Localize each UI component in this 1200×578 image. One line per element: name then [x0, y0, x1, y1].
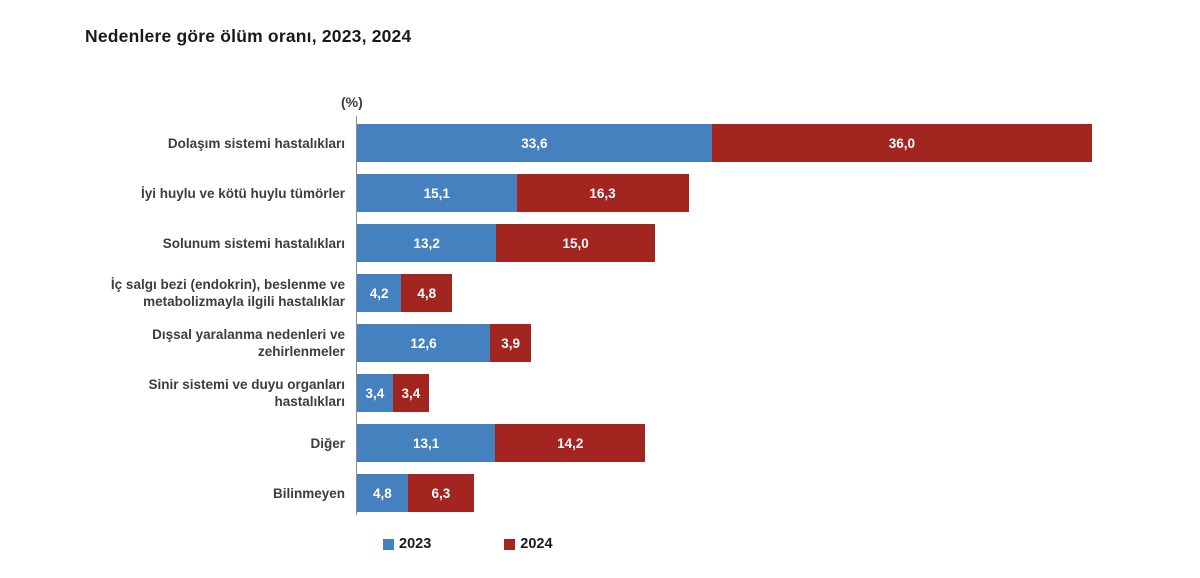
bar-segment-2023: 4,2	[357, 274, 402, 312]
bar-row: İyi huylu ve kötü huylu tümörler 15,1 16,3	[0, 174, 1200, 212]
bar-segment-2024: 3,4	[392, 374, 429, 412]
bar-value-label: 12,6	[410, 335, 437, 351]
category-label: İç salgı bezi (endokrin), beslenme ve me…	[110, 277, 345, 309]
bar-segment-2023: 13,2	[357, 224, 497, 262]
bar-value-label: 14,2	[557, 435, 584, 451]
bar-row: Dışsal yaralanma nedenleri ve zehirlenme…	[0, 324, 1200, 362]
bar-segment-2024: 36,0	[711, 124, 1092, 162]
bar-track: 15,1 16,3	[357, 174, 689, 212]
bar-segment-2023: 33,6	[357, 124, 712, 162]
legend: 2023 2024	[383, 536, 553, 552]
bar-row: Solunum sistemi hastalıkları 13,2 15,0	[0, 224, 1200, 262]
bar-value-label: 15,1	[423, 185, 450, 201]
category-label: Dışsal yaralanma nedenleri ve zehirlenme…	[152, 327, 345, 359]
category-label: Diğer	[310, 435, 345, 451]
category-label: Sinir sistemi ve duyu organları hastalık…	[148, 377, 345, 409]
bar-value-label: 36,0	[888, 135, 916, 151]
bar-track: 13,2 15,0	[357, 224, 655, 262]
bar-value-label: 33,6	[521, 135, 548, 151]
bar-track: 4,2 4,8	[357, 274, 453, 312]
bar-value-label: 6,3	[431, 485, 451, 501]
bar-segment-2024: 16,3	[516, 174, 689, 212]
bar-segment-2023: 12,6	[357, 324, 491, 362]
chart-title: Nedenlere göre ölüm oranı, 2023, 2024	[85, 26, 412, 46]
bar-segment-2023: 15,1	[357, 174, 517, 212]
bar-value-label: 3,4	[401, 385, 421, 401]
bar-value-label: 15,0	[562, 235, 589, 251]
bar-value-label: 16,3	[589, 185, 616, 201]
bar-segment-2024: 6,3	[407, 474, 475, 512]
bar-segment-2024: 4,8	[401, 274, 453, 312]
legend-label: 2023	[399, 536, 432, 552]
legend-label: 2024	[520, 536, 553, 552]
bar-segment-2023: 13,1	[357, 424, 496, 462]
legend-item-2023: 2023	[383, 536, 431, 552]
bar-value-label: 13,2	[413, 235, 440, 251]
legend-swatch-icon	[383, 538, 394, 550]
bar-segment-2023: 4,8	[357, 474, 408, 512]
bar-value-label: 3,4	[365, 385, 385, 401]
bar-value-label: 4,8	[372, 485, 392, 501]
legend-swatch-icon	[504, 538, 516, 550]
bar-track: 4,8 6,3	[357, 474, 475, 512]
bar-track: 33,6 36,0	[357, 124, 1092, 162]
bar-segment-2024: 15,0	[496, 224, 655, 262]
bar-segment-2023: 3,4	[357, 374, 393, 412]
category-label: Bilinmeyen	[272, 485, 345, 501]
bar-segment-2024: 3,9	[490, 324, 532, 362]
bar-value-label: 13,1	[413, 435, 440, 451]
legend-item-2024: 2024	[504, 536, 553, 552]
bar-row: Dolaşım sistemi hastalıkları 33,6 36,0	[0, 124, 1200, 162]
bar-segment-2024: 14,2	[495, 424, 646, 462]
category-label: İyi huylu ve kötü huylu tümörler	[140, 185, 345, 201]
bar-row: Sinir sistemi ve duyu organları hastalık…	[0, 374, 1200, 412]
bar-value-label: 4,8	[417, 285, 437, 301]
bar-row: Diğer 13,1 14,2	[0, 424, 1200, 462]
category-label: Solunum sistemi hastalıkları	[162, 235, 345, 251]
bar-row: İç salgı bezi (endokrin), beslenme ve me…	[0, 274, 1200, 312]
bar-track: 3,4 3,4	[357, 374, 429, 412]
bar-value-label: 4,2	[369, 285, 389, 301]
bar-track: 12,6 3,9	[357, 324, 532, 362]
category-label: Dolaşım sistemi hastalıkları	[167, 135, 345, 151]
bar-value-label: 3,9	[501, 335, 521, 351]
bar-row: Bilinmeyen 4,8 6,3	[0, 474, 1200, 512]
bar-track: 13,1 14,2	[357, 424, 646, 462]
y-axis-line	[356, 116, 357, 515]
axis-unit-label: (%)	[341, 94, 363, 110]
